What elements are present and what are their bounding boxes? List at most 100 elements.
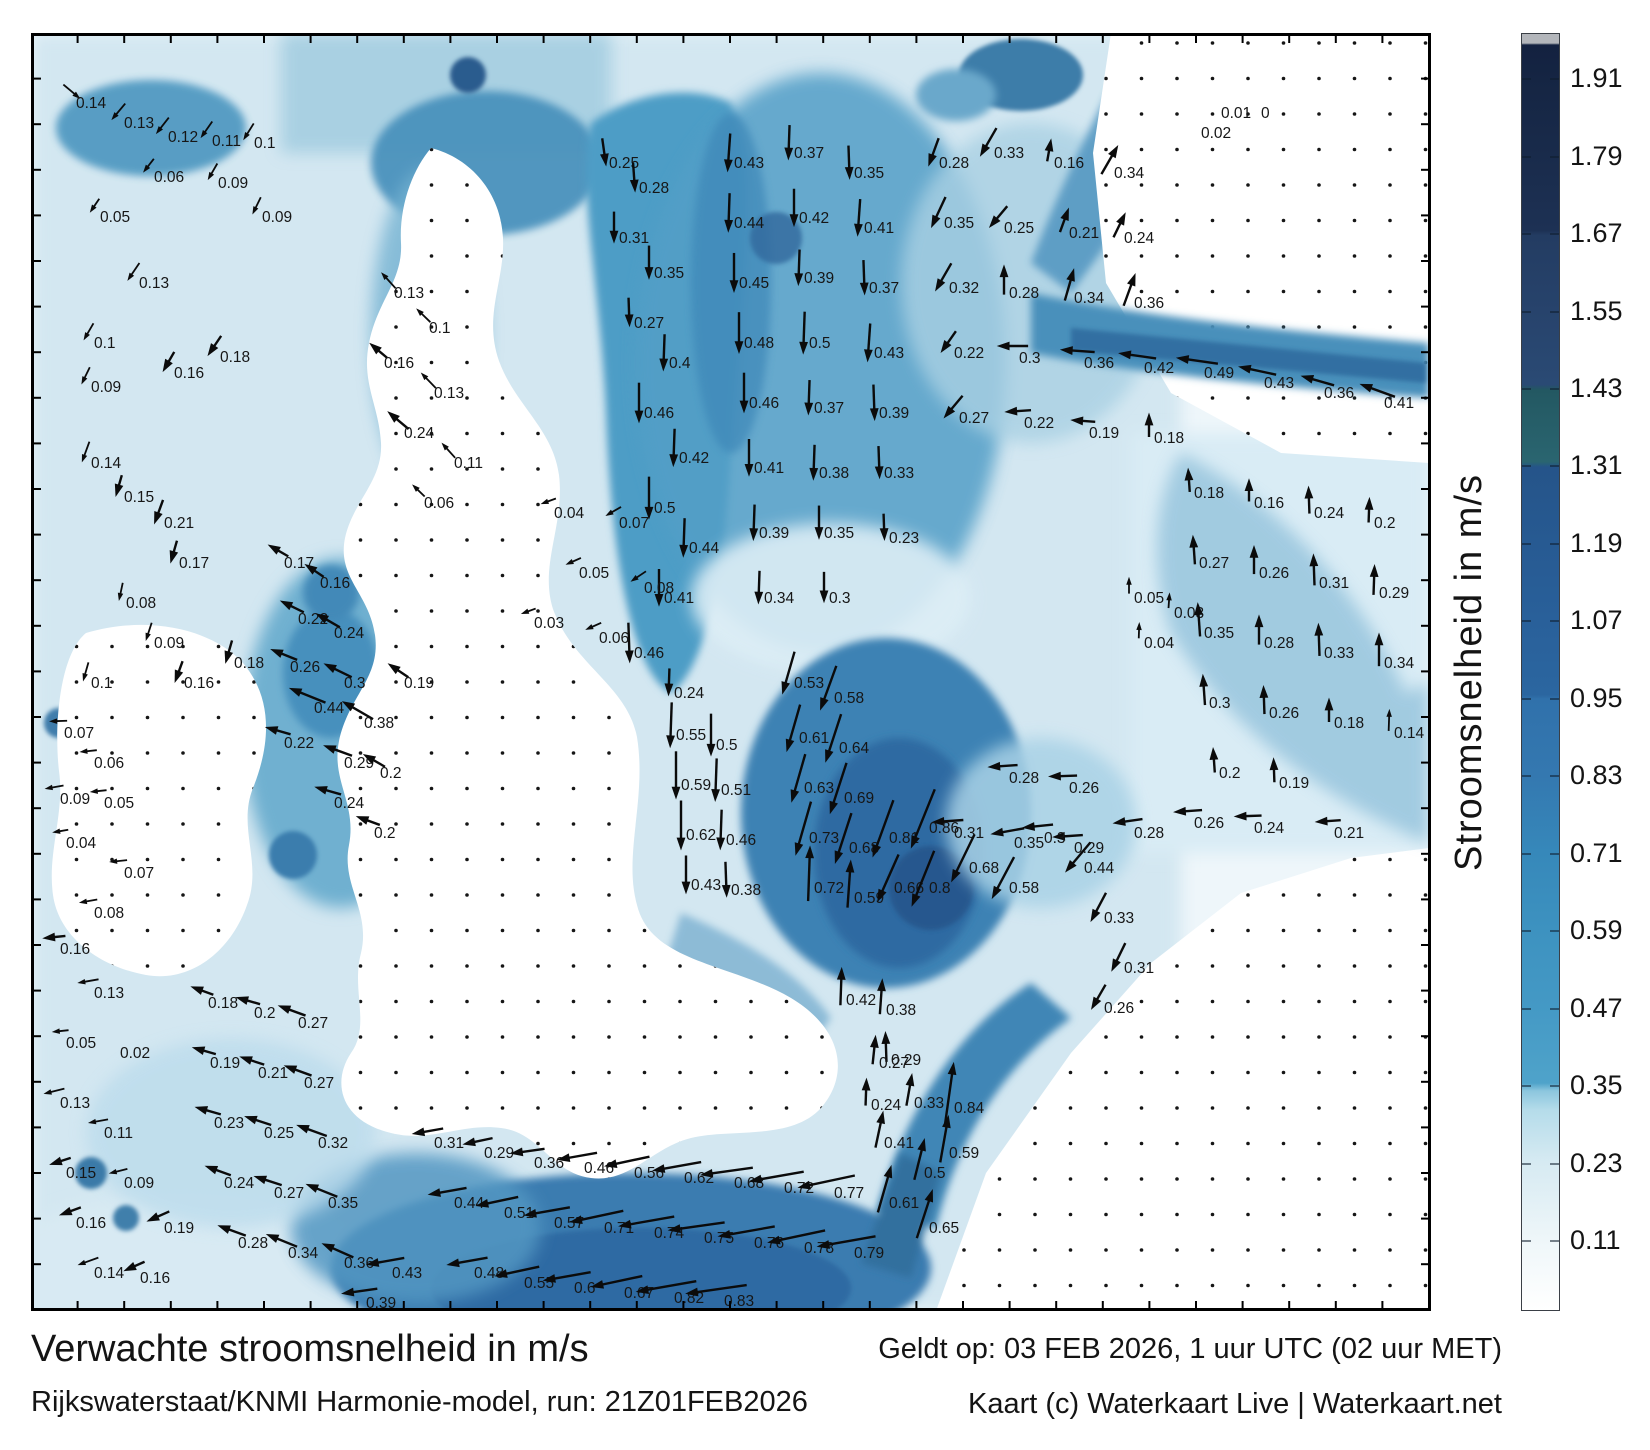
current-value-label: 0.72 bbox=[814, 880, 844, 897]
colorbar-tick-mark bbox=[1522, 1085, 1531, 1088]
current-vector: 0.26 bbox=[1173, 806, 1224, 832]
colorbar-tick-mark bbox=[1522, 465, 1531, 468]
current-vector: 0.46 bbox=[739, 372, 779, 414]
current-value-label: 0.86 bbox=[929, 820, 959, 837]
current-value-label: 0.3 bbox=[1044, 830, 1066, 847]
current-value-label: 0.18 bbox=[1334, 715, 1364, 732]
current-vector: 0.27 bbox=[869, 1034, 909, 1072]
current-value-label: 0.09 bbox=[218, 175, 248, 192]
current-vector: 0.3 bbox=[996, 341, 1041, 367]
colorbar-tick-label: 1.91 bbox=[1570, 63, 1623, 94]
colorbar-tick-mark bbox=[1550, 1007, 1559, 1010]
current-vector: 0.43 bbox=[1238, 364, 1294, 392]
current-value-label: 0.48 bbox=[474, 1265, 504, 1282]
current-vector: 0.34 bbox=[1100, 144, 1145, 182]
current-vector: 0.31 bbox=[931, 816, 984, 842]
current-value-label: 0.13 bbox=[394, 285, 424, 302]
current-value-label: 0.24 bbox=[334, 795, 365, 812]
current-value-label: 0.35 bbox=[824, 525, 854, 542]
current-vector: 0.23 bbox=[194, 1106, 244, 1132]
current-value-label: 0.41 bbox=[754, 460, 784, 477]
current-value-label: 0.16 bbox=[174, 365, 204, 382]
current-value-label: 0.63 bbox=[804, 780, 834, 797]
current-vector: 0.26 bbox=[1249, 545, 1289, 582]
current-vector: 0.05 bbox=[1126, 576, 1164, 607]
current-vector: 0.58 bbox=[820, 665, 864, 711]
current-value-label: 0.25 bbox=[609, 155, 639, 172]
current-vector: 0.26 bbox=[1091, 984, 1134, 1017]
map-border bbox=[31, 33, 1431, 1311]
current-value-label: 0.22 bbox=[1024, 415, 1054, 432]
current-value-label: 0.31 bbox=[434, 1135, 464, 1152]
current-value-label: 0.15 bbox=[66, 1165, 96, 1182]
model-run-label: Rijkswaterstaat/KNMI Harmonie-model, run… bbox=[31, 1386, 808, 1418]
current-vector: 0.26 bbox=[1048, 771, 1099, 797]
current-vector: 0.79 bbox=[816, 1235, 884, 1262]
current-value-label: 0.24 bbox=[224, 1175, 255, 1192]
colorbar-tick-mark bbox=[1550, 930, 1559, 933]
current-vector: 0 bbox=[1261, 105, 1270, 122]
current-vector: 0.31 bbox=[1309, 553, 1349, 592]
current-value-label: 0.2 bbox=[374, 825, 396, 842]
current-value-label: 0.28 bbox=[939, 155, 969, 172]
current-value-label: 0.38 bbox=[731, 882, 761, 899]
current-vector: 0.07 bbox=[605, 506, 649, 532]
current-vector: 0.4 bbox=[659, 334, 691, 372]
colorbar-tick-label: 1.79 bbox=[1570, 140, 1623, 171]
current-value-label: 0.41 bbox=[1384, 395, 1414, 412]
current-value-label: 0.31 bbox=[1124, 960, 1154, 977]
current-vector: 0.13 bbox=[381, 272, 424, 302]
current-value-label: 0.27 bbox=[1199, 555, 1229, 572]
current-value-label: 0.08 bbox=[644, 580, 674, 597]
current-value-label: 0.3 bbox=[1019, 350, 1041, 367]
current-vector: 0.43 bbox=[365, 1256, 422, 1282]
colorbar-tick-label: 0.47 bbox=[1570, 992, 1623, 1023]
current-vector: 0.3 bbox=[819, 571, 851, 607]
current-value-label: 0.39 bbox=[759, 525, 789, 542]
current-vector: 0.05 bbox=[51, 1028, 96, 1052]
colorbar-tick-mark bbox=[1550, 1162, 1559, 1165]
current-vector: 0.59 bbox=[939, 1114, 979, 1163]
colorbar-tick-mark bbox=[1522, 852, 1531, 855]
current-vector: 0.16 bbox=[162, 351, 204, 382]
current-vector: 0.43 bbox=[724, 133, 764, 173]
current-value-label: 0.13 bbox=[94, 985, 124, 1002]
current-value-label: 0.41 bbox=[884, 1135, 914, 1152]
current-vector: 0.21 bbox=[1058, 207, 1099, 242]
current-vector: 0.49 bbox=[1175, 355, 1234, 382]
current-vector: 0.73 bbox=[794, 801, 839, 856]
current-vector: 0.11 bbox=[200, 120, 241, 150]
current-vector: 0.19 bbox=[1269, 757, 1309, 792]
current-value-label: 0.38 bbox=[819, 465, 849, 482]
current-value-label: 0.29 bbox=[891, 1052, 921, 1069]
current-vector: 0.35 bbox=[644, 245, 684, 282]
current-vector: 0.16 bbox=[58, 1206, 106, 1232]
current-value-label: 0.43 bbox=[392, 1265, 422, 1282]
current-value-label: 0.44 bbox=[734, 215, 765, 232]
current-value-label: 0.28 bbox=[1264, 635, 1294, 652]
current-value-label: 0.19 bbox=[210, 1055, 240, 1072]
current-value-label: 0.16 bbox=[1054, 155, 1084, 172]
current-value-label: 0.48 bbox=[744, 335, 774, 352]
current-vector: 0.24 bbox=[861, 1077, 902, 1114]
current-value-label: 0.5 bbox=[809, 335, 831, 352]
current-vector: 0.08 bbox=[117, 582, 156, 612]
current-value-label: 0.09 bbox=[60, 791, 90, 808]
valid-datetime-label: Geldt op: 03 FEB 2026, 1 uur UTC (02 uur… bbox=[878, 1333, 1502, 1365]
page-title: Verwachte stroomsnelheid in m/s bbox=[31, 1328, 589, 1370]
current-value-label: 0.27 bbox=[274, 1185, 304, 1202]
current-vector: 0.22 bbox=[940, 330, 984, 362]
coastal-current-bands-layer bbox=[861, 293, 1429, 1278]
current-vector: 0.19 bbox=[1070, 416, 1119, 442]
current-vector: 0.19 bbox=[387, 663, 434, 692]
current-vector: 0.63 bbox=[790, 753, 834, 803]
current-vector: 0.24 bbox=[204, 1165, 255, 1192]
current-vector: 0.29 bbox=[323, 745, 374, 772]
current-vector: 0.5 bbox=[644, 476, 676, 520]
current-vector: 0.04 bbox=[1136, 622, 1175, 652]
current-vector: 0.61 bbox=[876, 1164, 919, 1213]
current-value-label: 0.19 bbox=[1279, 775, 1309, 792]
current-vector: 0.27 bbox=[283, 1065, 334, 1092]
current-value-label: 0.21 bbox=[1334, 825, 1364, 842]
current-value-label: 0.34 bbox=[764, 590, 795, 607]
